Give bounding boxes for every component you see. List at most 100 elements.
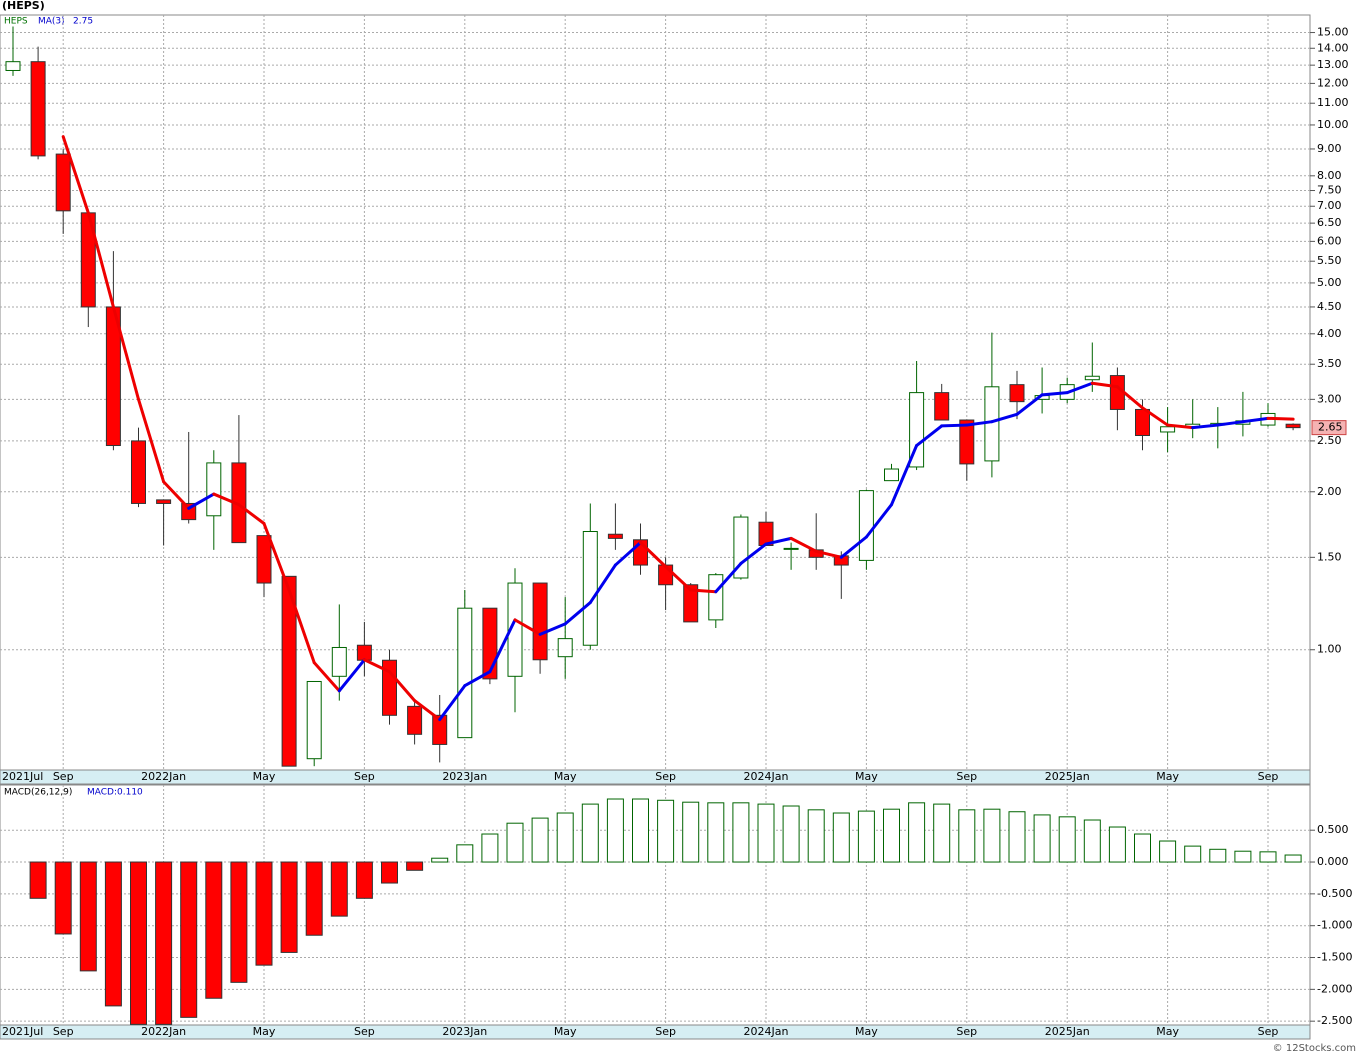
ma-line-segment [1040,391,1069,397]
candle-body [1009,384,1025,403]
x-tick-label: May [554,770,577,783]
candle-body [1084,375,1100,381]
ma-line-segment [1015,393,1044,416]
candle-body [708,574,724,621]
y-tick-label: -1.000 [1317,919,1352,932]
y-tick-label: 3.50 [1317,357,1342,370]
macd-bar [381,861,398,884]
macd-bar [431,857,449,863]
ma-line-segment [739,542,768,565]
ma-line-segment [839,535,868,559]
macd-bar [280,861,298,953]
ma-line-segment [1090,381,1119,389]
x-tick-label: Sep [1258,1025,1279,1038]
y-tick-label: 10.00 [1317,118,1349,131]
ma-line-segment [890,444,919,507]
macd-bar [130,861,147,1025]
macd-bar [832,812,850,863]
x-tick-label: Sep [354,770,375,783]
macd-bar [230,861,248,983]
x-tick-label: 2023Jan [442,770,487,783]
x-tick-label: May [855,1025,878,1038]
macd-bar [1108,826,1126,863]
ma-line-segment [488,618,517,674]
macd-bar [857,810,875,863]
macd-bar [908,802,926,863]
ma-line-segment [287,588,316,665]
y-tick-label: 3.00 [1317,392,1342,405]
candle-body [532,582,548,661]
candle-body [482,607,498,680]
macd-bar [1083,819,1101,863]
ma-line-segment [613,541,642,567]
y-tick-label: 8.00 [1317,169,1342,182]
macd-bar [1284,854,1302,863]
ma-line-segment [1065,381,1094,395]
ma-legend: MA(3) [38,17,65,27]
candle-body [1135,408,1150,437]
y-tick-label: 5.50 [1317,254,1342,267]
ma-line-segment [789,536,818,553]
macd-bar [330,861,348,917]
ma-line-segment [1191,423,1220,430]
macd-bar [205,861,223,999]
ma-line-segment [1266,416,1295,421]
candle-body [306,680,322,760]
candle-body [858,490,874,561]
candle-body [156,499,172,504]
macd-bar [255,861,273,966]
x-tick-label: May [253,1025,276,1038]
candle-body [5,61,21,71]
macd-bar [155,861,173,1025]
macd-bar [531,817,549,863]
candle-body [783,547,799,550]
y-tick-label: 2.50 [1317,434,1342,447]
macd-bar [883,808,900,863]
macd-bar [406,861,424,871]
y-tick-label: -2.500 [1317,1014,1352,1027]
ma-line-segment [639,541,668,569]
macd-bar [1008,811,1026,863]
x-tick-label: May [554,1025,577,1038]
y-tick-label: 13.00 [1317,58,1349,71]
ma-line-segment [362,658,391,674]
y-tick-label: 12.00 [1317,76,1349,89]
candle-body [356,644,372,661]
candle-body [884,468,899,482]
y-tick-label: 4.50 [1317,300,1342,313]
x-tick-label: Sep [354,1025,375,1038]
x-tick-label: Sep [53,1025,74,1038]
ma-line-segment [187,492,216,510]
ma-line-segment [312,661,341,693]
y-tick-label: 4.00 [1317,327,1342,340]
ma-line-segment [137,397,166,484]
y-tick-label: -2.000 [1317,982,1352,995]
macd-bar [79,861,97,972]
ma-line-segment [664,565,693,592]
candle-body [909,392,925,468]
last-price-box [1311,420,1347,436]
candle-body [733,516,749,579]
ma-line-segment [1166,423,1195,430]
x-tick-label: 2022Jan [141,770,186,783]
x-tick-label: 2025Jan [1045,770,1090,783]
macd-bar [782,805,800,863]
candle-body [331,646,347,677]
y-tick-label: 2.00 [1317,485,1342,498]
ma-line-segment [212,492,241,507]
ma-line-segment [1141,406,1170,427]
x-tick-label: May [855,770,878,783]
candle-body [1285,423,1301,429]
macd-bar [933,803,951,863]
symbol-legend: HEPS [4,17,28,27]
macd-bar [1159,840,1177,863]
price-x-axis-strip [0,769,1311,785]
candle-body [607,533,623,539]
chart-title: (HEPS) [2,0,45,12]
x-tick-label: Sep [956,770,977,783]
macd-bar [481,833,499,863]
y-tick-label: 5.00 [1317,276,1342,289]
x-tick-label: Sep [655,1025,676,1038]
ma-line-segment [538,622,567,636]
